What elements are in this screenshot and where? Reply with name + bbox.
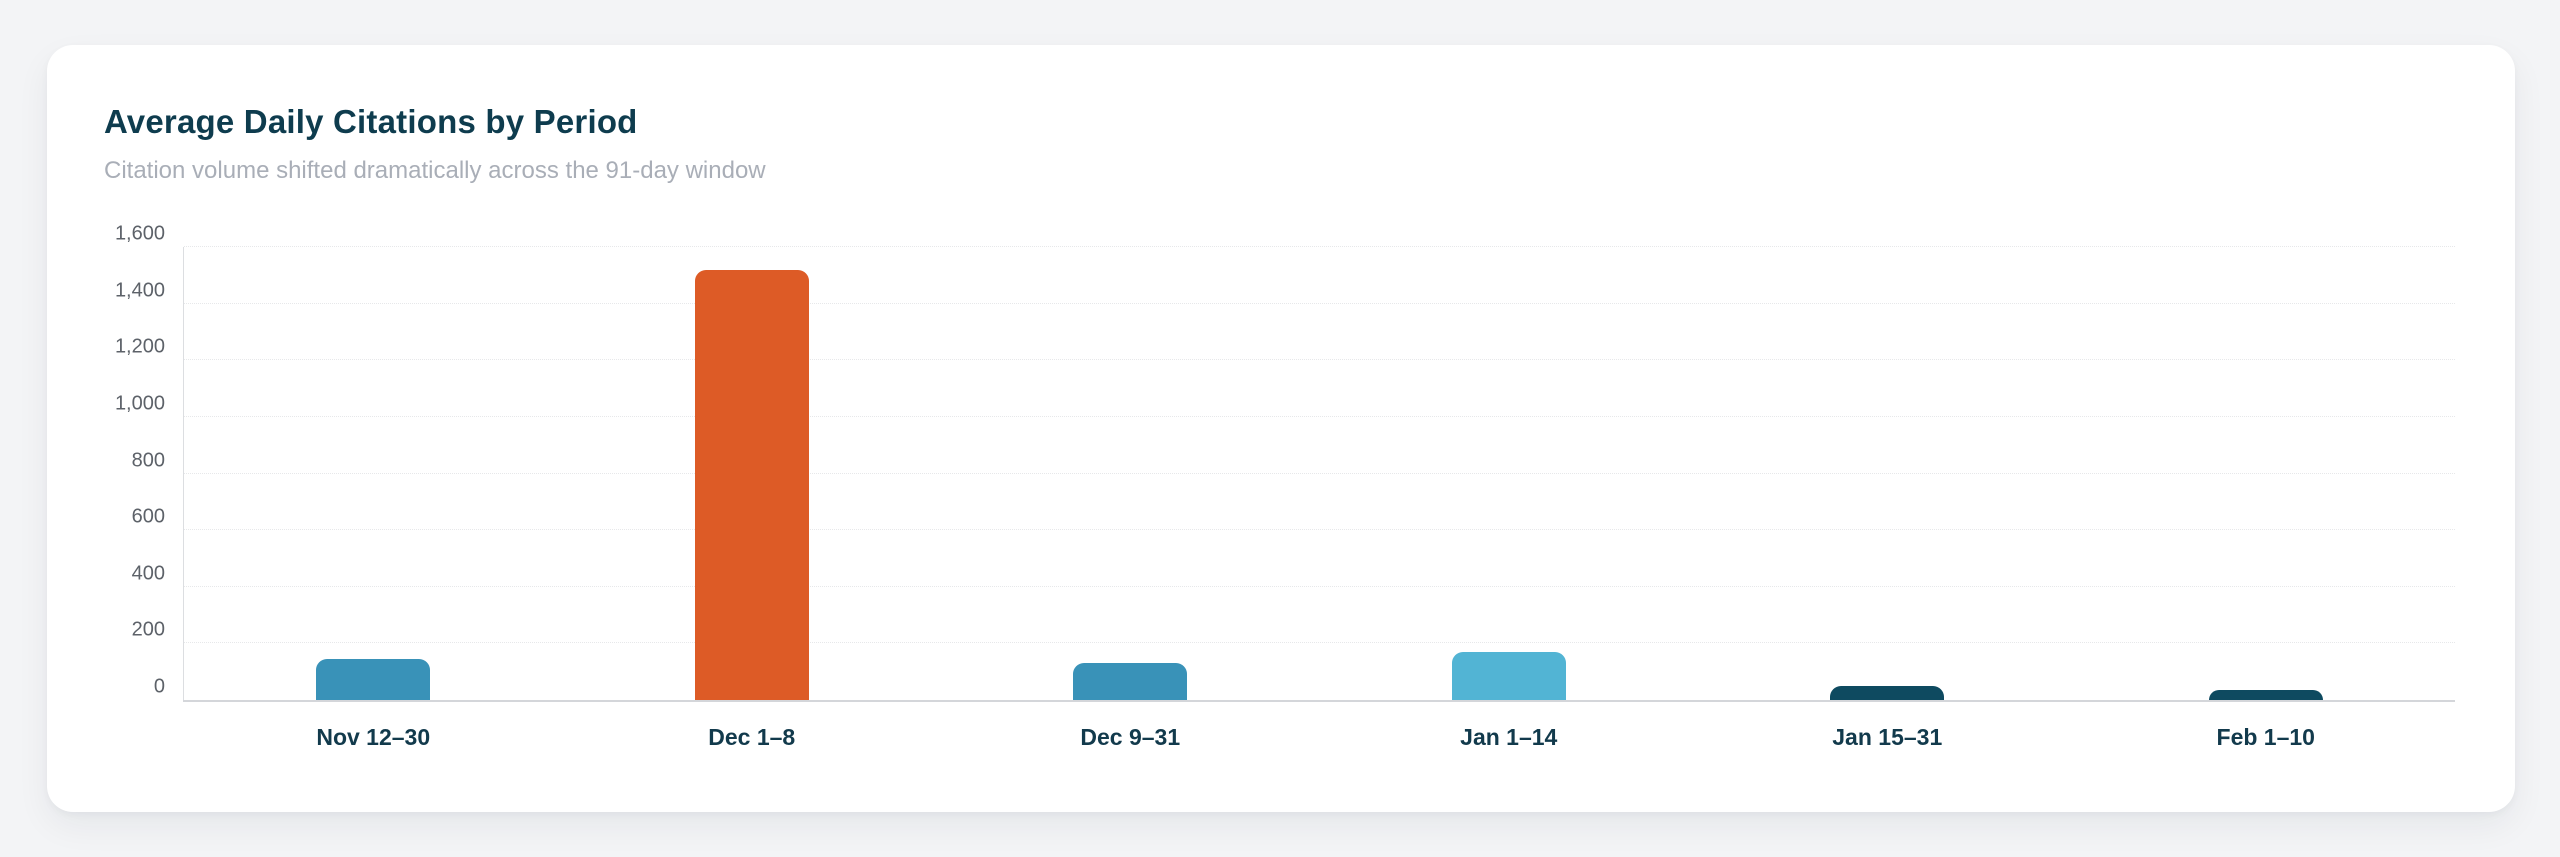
bar-group: Nov 12–30 (184, 247, 563, 750)
y-axis-tick-label: 1,600 (114, 222, 165, 245)
x-axis-label: Nov 12–30 (316, 724, 431, 750)
gridline (184, 302, 2455, 304)
bar[interactable] (2208, 690, 2323, 700)
gridline (184, 359, 2455, 361)
y-axis-tick-label: 200 (131, 618, 165, 641)
gridline (184, 415, 2455, 417)
x-axis-label: Feb 1–10 (2216, 724, 2315, 750)
gridline (184, 472, 2455, 474)
bar[interactable] (1830, 685, 1945, 700)
bar-group: Dec 9–31 (941, 247, 1320, 750)
gridline (184, 246, 2455, 247)
bar-group: Jan 15–31 (1698, 247, 2077, 750)
y-axis-tick-label: 800 (131, 449, 165, 471)
x-axis-label: Jan 1–14 (1460, 724, 1558, 750)
chart-subtitle: Citation volume shifted dramatically acr… (104, 157, 766, 184)
bar-chart-plot-area: Nov 12–30 Dec 1–8 Dec 9–31 Jan 1–14 Jan 15–3… (115, 223, 2456, 750)
x-axis-label: Jan 15–31 (1832, 724, 1943, 750)
chart-title: Average Daily Citations by Period (104, 103, 638, 140)
y-axis-tick-label: 600 (131, 505, 165, 528)
bars-layer: Nov 12–30 Dec 1–8 Dec 9–31 Jan 1–14 Jan 15–3… (184, 247, 2456, 750)
y-axis-tick-label: 0 (153, 675, 165, 698)
gridline (184, 529, 2455, 531)
y-axis-tick-label: 1,200 (114, 335, 165, 358)
bar[interactable] (694, 269, 809, 700)
x-axis-label: Dec 9–31 (1080, 724, 1181, 750)
bar[interactable] (1451, 651, 1566, 700)
y-axis-tick-label: 1,000 (114, 392, 165, 415)
bar[interactable] (1073, 663, 1188, 700)
x-axis-line (183, 700, 2455, 702)
chart-card: Average Daily Citations by Period Citati… (47, 45, 2515, 812)
bar[interactable] (316, 658, 431, 700)
chart-header: Average Daily Citations by Period Citati… (104, 103, 766, 185)
gridline (184, 585, 2455, 587)
y-axis-tick-label: 400 (131, 562, 165, 585)
bar-group: Jan 1–14 (1320, 247, 1699, 750)
bar-group: Feb 1–10 (2077, 247, 2456, 750)
gridline (184, 642, 2455, 644)
bar-group: Dec 1–8 (563, 247, 942, 750)
x-axis-label: Dec 1–8 (708, 724, 796, 750)
y-axis-tick-label: 1,400 (114, 279, 165, 302)
